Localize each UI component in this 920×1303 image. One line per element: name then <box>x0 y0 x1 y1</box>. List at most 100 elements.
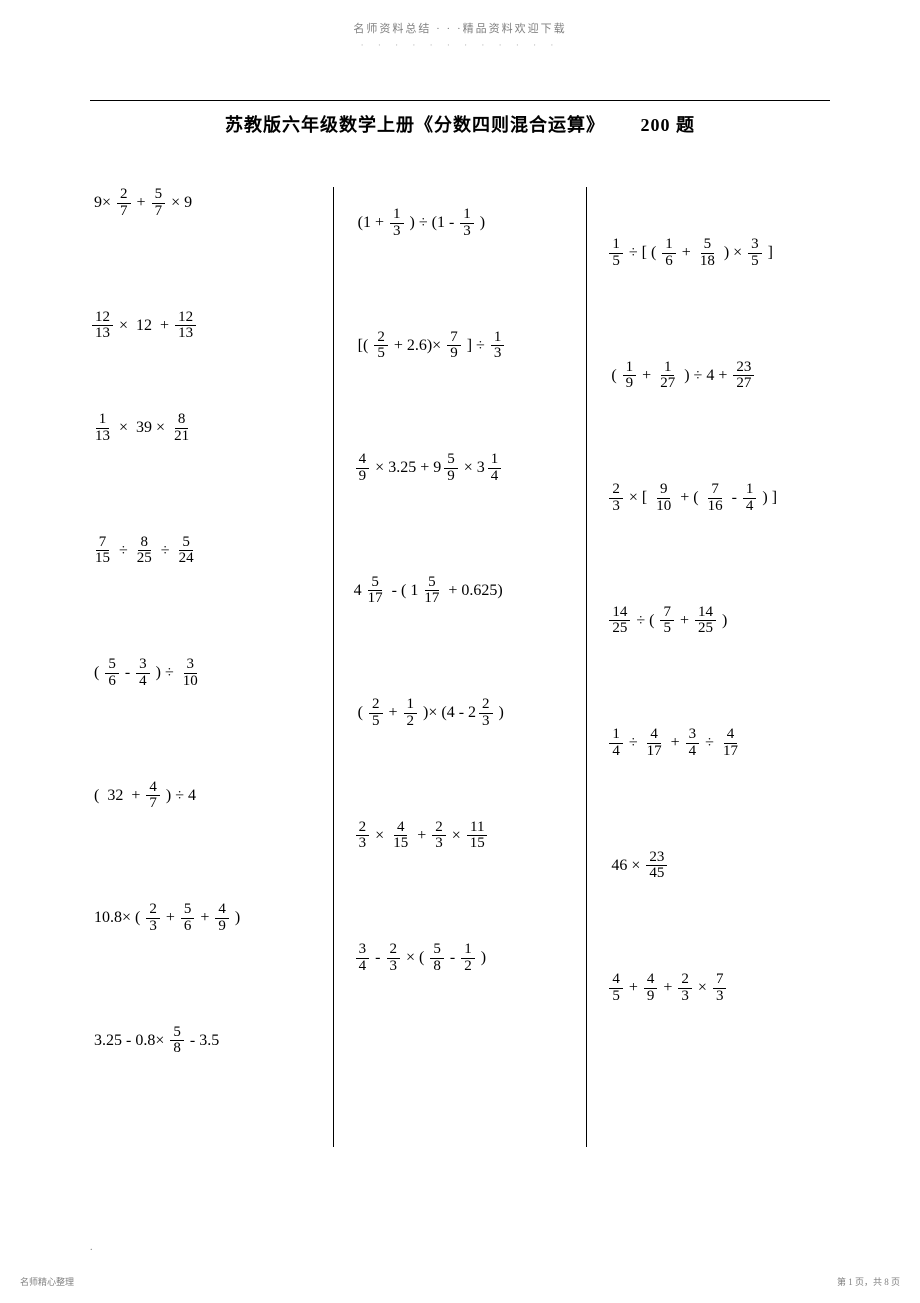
math-text: ( <box>611 368 616 384</box>
math-text: + <box>663 980 672 996</box>
math-text: + <box>137 195 146 211</box>
fraction: 34 <box>686 727 700 760</box>
math-text: ÷ <box>161 543 170 559</box>
column-left: 9×27+57× 91213×12+1213113×39 ×821715÷825… <box>90 187 333 1147</box>
fraction: 45 <box>609 972 623 1005</box>
fraction: 524 <box>176 535 197 568</box>
math-text: × <box>119 318 128 334</box>
math-text: ( <box>94 788 99 804</box>
math-text: ÷ <box>629 735 638 751</box>
top-header-dots: · · · · · · · · · · · · <box>90 40 830 50</box>
math-text: ) <box>235 910 240 926</box>
math-text: ) <box>499 705 504 721</box>
fraction: 821 <box>171 412 192 445</box>
fraction: 75 <box>660 605 674 638</box>
footer-right: 第 1 页，共 8 页 <box>837 1275 900 1288</box>
math-text: + <box>417 828 426 844</box>
math-text: 10.8× ( <box>94 910 140 926</box>
math-text: × 9 <box>171 195 192 211</box>
math-text: 12 <box>136 318 152 334</box>
math-expression: 10.8× ( 23 +56 +49) <box>90 902 313 935</box>
math-text: + <box>200 910 209 926</box>
fraction: 1213 <box>92 310 113 343</box>
math-text: ÷ ( <box>636 613 654 629</box>
math-text: 3.25 - 0.8× <box>94 1033 164 1049</box>
fraction: 73 <box>713 972 727 1005</box>
math-text: ] <box>768 245 773 261</box>
math-text: (1 + <box>358 215 384 231</box>
math-text: ) ] <box>762 490 777 506</box>
math-text: ( <box>358 705 363 721</box>
math-text: × <box>119 420 128 436</box>
math-expression: 9×27+57× 9 <box>90 187 313 220</box>
fraction: 23 <box>356 820 370 853</box>
math-expression: 3.25 - 0.8×58- 3.5 <box>90 1025 313 1058</box>
footer-dot: . <box>90 1242 93 1253</box>
fraction: 35 <box>748 237 762 270</box>
math-expression: 45+49+23×73 <box>607 972 830 1005</box>
math-text: × <box>452 828 461 844</box>
math-text: ) ÷ 4 <box>166 788 196 804</box>
fraction: 310 <box>180 657 201 690</box>
math-text: ) <box>481 950 486 966</box>
math-text: - ( <box>392 583 407 599</box>
fraction: 79 <box>447 330 461 363</box>
document-page: 名师资料总结 · · ·精品资料欢迎下载 · · · · · · · · · ·… <box>0 0 920 1303</box>
math-text: ÷ <box>119 543 128 559</box>
math-expression: 49× 3.25 +959×314 <box>354 452 577 485</box>
math-text: ) × <box>724 245 742 261</box>
footer-left: 名师精心整理 <box>20 1275 74 1288</box>
math-expression: 46 ×2345 <box>607 850 830 883</box>
fraction: 56 <box>105 657 119 690</box>
fraction: 2327 <box>733 360 754 393</box>
fraction: 57 <box>152 187 166 220</box>
fraction: 14 <box>743 482 757 515</box>
math-text: + <box>166 910 175 926</box>
math-expression: 14÷417+34÷417 <box>607 727 830 760</box>
mixed-number: 4517 <box>354 575 388 608</box>
fraction: 25 <box>374 330 388 363</box>
math-text: ) <box>722 613 727 629</box>
fraction: 12 <box>404 697 418 730</box>
fraction: 15 <box>609 237 623 270</box>
math-text: + <box>671 735 680 751</box>
fraction: 34 <box>136 657 150 690</box>
fraction: 417 <box>720 727 741 760</box>
math-text: ) <box>480 215 485 231</box>
math-text: + <box>389 705 398 721</box>
math-text: 46 × <box>611 858 640 874</box>
page-title: 苏教版六年级数学上册《分数四则混合运算》 200 题 <box>90 100 830 137</box>
fraction: 518 <box>697 237 718 270</box>
fraction: 716 <box>705 482 726 515</box>
fraction: 13 <box>460 207 474 240</box>
math-text: × <box>698 980 707 996</box>
fraction: 12 <box>461 942 475 975</box>
fraction: 417 <box>644 727 665 760</box>
math-text: + 2.6)× <box>394 338 441 354</box>
math-expression: 34-23× (58-12) <box>354 942 577 975</box>
column-middle: (1 +13) ÷ (1 -13)[(25+ 2.6)×79] ÷1349× 3… <box>333 187 588 1147</box>
math-text: ( <box>94 665 99 681</box>
fraction: 16 <box>662 237 676 270</box>
math-text: - 3.5 <box>190 1033 219 1049</box>
fraction: 56 <box>181 902 195 935</box>
top-header-text: 名师资料总结 · · ·精品资料欢迎下载 <box>90 20 830 36</box>
fraction: 23 <box>609 482 623 515</box>
fraction: 23 <box>146 902 160 935</box>
math-text: 9× <box>94 195 111 211</box>
math-text: × ( <box>406 950 424 966</box>
math-expression: 23× [910+ (716-14) ] <box>607 482 830 515</box>
column-right: 15÷ [ (16+518) ×35](19+127) ÷ 4 +232723×… <box>587 187 830 1147</box>
math-text: - <box>375 950 380 966</box>
math-text: + ( <box>680 490 698 506</box>
fraction: 23 <box>387 942 401 975</box>
math-text: × [ <box>629 490 647 506</box>
fraction: 49 <box>215 902 229 935</box>
fraction: 34 <box>356 942 370 975</box>
mixed-number: 1517 <box>410 575 444 608</box>
math-expression: 1213×12+1213 <box>90 310 313 343</box>
math-expression: (56-34) ÷310 <box>90 657 313 690</box>
math-text: - <box>732 490 737 506</box>
mixed-number: 959 <box>433 452 460 485</box>
fraction: 19 <box>623 360 637 393</box>
